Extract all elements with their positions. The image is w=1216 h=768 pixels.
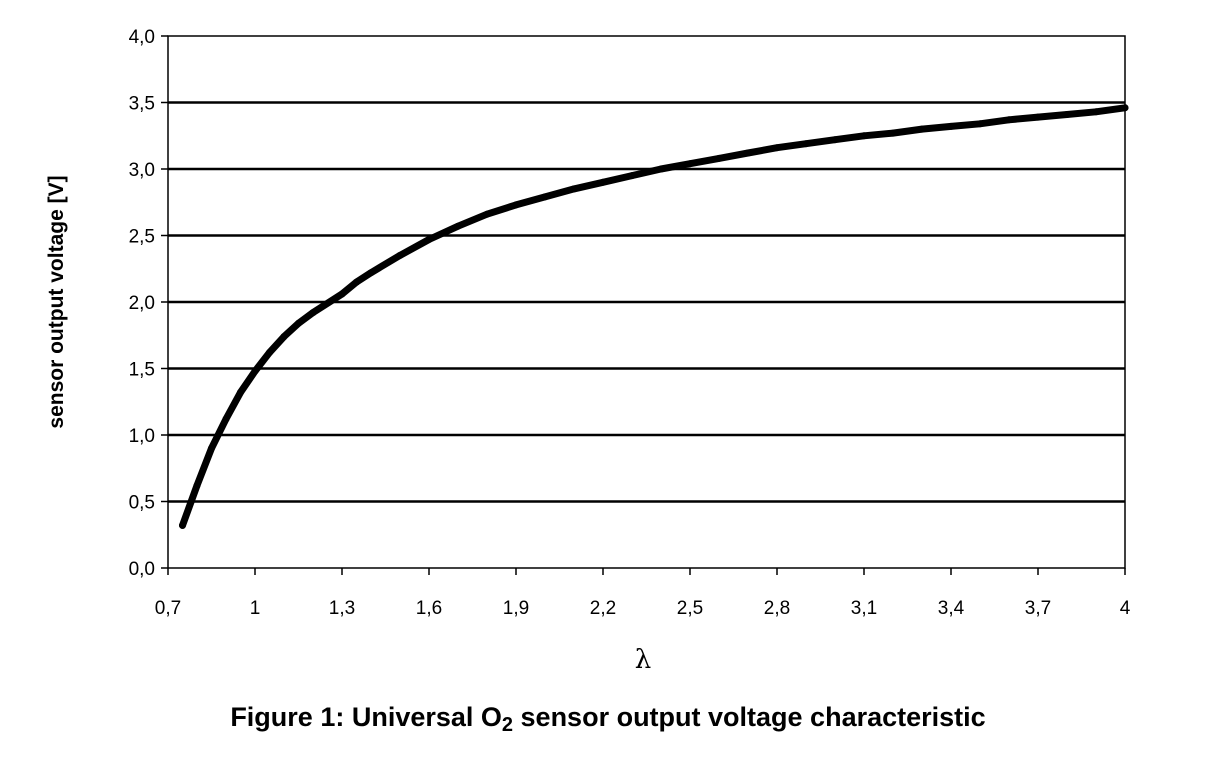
x-tick-label: 1,9 <box>503 598 529 619</box>
data-point <box>208 444 215 452</box>
y-tick-label: 3,0 <box>129 160 155 181</box>
data-point <box>396 251 404 259</box>
data-point <box>425 236 433 243</box>
data-point <box>773 144 781 152</box>
data-point <box>251 367 259 375</box>
x-tick-label: 1,3 <box>329 598 355 619</box>
data-point <box>338 290 346 298</box>
x-tick-label: 0,7 <box>155 598 181 619</box>
x-tick-label: 2,5 <box>677 598 703 619</box>
data-point <box>889 129 897 137</box>
tick-layer: 0,0 0,5 1,0 1,5 2,0 2,5 3,0 3,5 4,0 0,7 1 1,3 1,6 1,9… <box>129 27 1131 619</box>
data-point <box>193 482 201 489</box>
caption-suffix: sensor output voltage characteristic <box>513 702 986 732</box>
x-tick-label: 4 <box>1120 598 1131 619</box>
data-point <box>1034 113 1042 121</box>
y-tick-label: 4,0 <box>129 27 155 48</box>
x-tick-label: 3,7 <box>1025 598 1051 619</box>
y-axis-title: sensor output voltage [V] <box>45 175 68 428</box>
chart-svg: 0,0 0,5 1,0 1,5 2,0 2,5 3,0 3,5 4,0 0,7 1 1,3 1,6 1,9… <box>45 27 1131 675</box>
y-tick-label: 3,5 <box>129 94 155 115</box>
x-tick-label: 1 <box>250 598 261 619</box>
data-point <box>367 269 375 277</box>
data-point <box>918 125 926 133</box>
x-tick-label: 1,6 <box>416 598 442 619</box>
grid-layer <box>168 101 1125 503</box>
y-tick-label: 0,5 <box>129 493 155 514</box>
x-tick-label: 3,1 <box>851 598 877 619</box>
data-point <box>454 222 462 230</box>
data-point <box>744 149 752 157</box>
data-point <box>831 136 839 144</box>
data-point <box>353 278 360 286</box>
data-point <box>860 132 868 140</box>
data-point <box>657 165 665 173</box>
data-point <box>1005 116 1013 124</box>
series-layer <box>179 104 1129 529</box>
series-line <box>179 104 1129 529</box>
caption-subscript: 2 <box>501 714 514 736</box>
y-tick-label: 1,0 <box>129 426 155 447</box>
data-point <box>309 309 317 317</box>
y-tick-label: 0,0 <box>129 559 155 580</box>
data-point <box>541 193 549 201</box>
caption-prefix: Figure 1: Universal O <box>230 702 502 732</box>
data-point <box>483 210 491 218</box>
figure-caption: Figure 1: Universal O2 sensor output vol… <box>0 702 1216 736</box>
data-point <box>715 154 723 162</box>
data-point <box>686 160 694 168</box>
x-axis-title: λ <box>635 645 651 675</box>
x-tick-label: 2,2 <box>590 598 616 619</box>
y-tick-label: 2,0 <box>129 293 155 314</box>
data-point <box>628 172 636 180</box>
data-point <box>512 201 520 209</box>
data-point <box>1063 111 1071 118</box>
data-point <box>976 120 984 128</box>
y-tick-label: 1,5 <box>129 360 155 381</box>
data-point <box>237 388 244 396</box>
data-point <box>280 333 288 341</box>
data-point <box>179 521 186 529</box>
data-point <box>266 349 273 356</box>
data-point <box>947 122 955 130</box>
data-point <box>222 415 230 423</box>
data-point <box>1092 108 1100 116</box>
y-tick-label: 2,5 <box>129 227 155 248</box>
data-point <box>802 140 810 148</box>
data-point <box>599 178 607 186</box>
x-tick-label: 3,4 <box>938 598 965 619</box>
x-tick-label: 2,8 <box>764 598 790 619</box>
data-point <box>295 319 302 327</box>
data-point <box>570 185 578 193</box>
data-point <box>1121 104 1129 112</box>
